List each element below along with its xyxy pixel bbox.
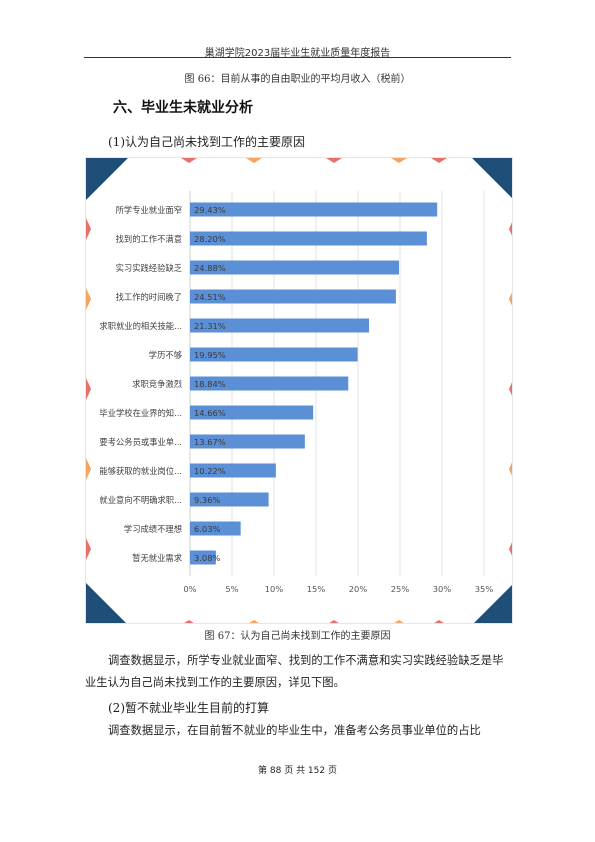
corner-bottom-left [86,583,126,623]
section-heading: 六、毕业生未就业分析 [113,100,253,116]
bar [190,405,314,420]
edge-accent [326,158,342,163]
header-rule [84,57,511,58]
subsection-heading-reasons: (1)认为自己尚未找到工作的主要原因 [108,135,305,149]
edge-accent [86,378,91,400]
bar [190,550,216,565]
bar [190,492,269,507]
bar [190,376,349,391]
category-label: 求职竞争激烈 [132,379,182,389]
bar [190,289,396,304]
category-label: 求职就业的相关技能... [99,321,182,331]
category-label: 找到的工作不满意 [116,234,182,244]
x-tick-label: 20% [349,584,368,594]
data-label: 28.20% [194,234,226,244]
bar [190,434,305,449]
top-figure-caption: 图 66：目前从事的自由职业的平均月收入（税前） [184,74,411,85]
edge-accent [509,222,512,236]
edge-accent [509,462,512,476]
bar-chart: 所学专业就业面窄找到的工作不满意实习实践经验缺乏找工作的时间晚了求职就业的相关技… [86,158,512,623]
data-label: 6.03% [194,524,220,534]
paragraph-1: 调查数据显示，所学专业就业面窄、找到的工作不满意和实习实践经验缺乏是毕业生认为自… [85,654,504,689]
bar [190,318,370,333]
chart-x-ticks: 0% 5% 10% 15% 20% 25% 30% 35% [183,584,493,594]
data-label: 19.95% [194,350,226,360]
edge-accent [509,542,512,556]
edge-accent [329,620,339,623]
data-label: 29.43% [194,205,226,215]
page-footer: 第 88 页 共 152 页 [258,766,337,776]
bar [190,231,427,246]
edge-accent [394,620,404,623]
x-tick-label: 5% [225,584,238,594]
category-label: 学历不够 [149,350,183,360]
bar [190,521,241,536]
chart-category-labels: 所学专业就业面窄找到的工作不满意实习实践经验缺乏找工作的时间晚了求职就业的相关技… [99,205,182,563]
category-label: 学习成绩不理想 [124,524,182,534]
edge-accent [434,620,444,623]
data-label: 21.31% [194,321,226,331]
category-label: 找工作的时间晚了 [116,292,182,302]
category-label: 就业意向不明确求职... [99,495,182,505]
x-tick-label: 25% [391,584,410,594]
corner-bottom-right [474,585,512,623]
figure-caption: 图 67：认为自己尚未找到工作的主要原因 [204,631,391,642]
corner-top-left [86,158,128,200]
category-label: 要考公务员或事业单... [99,437,182,447]
data-label: 18.84% [194,379,226,389]
bar [190,463,276,478]
edge-accent [181,158,197,163]
corner-top-right [472,158,512,198]
edge-accent [431,158,447,163]
edge-accent [249,620,259,623]
chart-data-labels: 29.43% 28.20% 24.88% 24.51% 21.31% 19.95% 18.8… [194,205,226,563]
edge-accent [184,620,194,623]
bar [190,260,399,275]
edge-accent [509,292,512,306]
edge-accent [86,218,91,240]
data-label: 13.67% [194,437,226,447]
x-tick-label: 0% [183,584,196,594]
data-label: 10.22% [194,466,226,476]
x-tick-label: 30% [433,584,452,594]
chart-bars [190,202,438,565]
edge-accent [86,538,91,560]
category-label: 实习实践经验缺乏 [116,263,183,273]
data-label: 3.08% [194,553,220,563]
x-tick-label: 10% [265,584,284,594]
x-tick-label: 15% [307,584,326,594]
category-label: 所学专业就业面窄 [116,205,182,215]
subsection-heading-plans: (2)暂不就业毕业生目前的打算 [108,701,269,715]
bar [190,202,438,217]
frame-decoration [86,158,512,623]
category-label: 能够获取的就业岗位... [99,466,182,476]
category-label: 暂无就业需求 [132,553,182,563]
data-label: 24.88% [194,263,226,273]
data-label: 9.36% [194,495,220,505]
data-label: 24.51% [194,292,226,302]
edge-accent [391,158,407,163]
bar [190,347,358,362]
page-header-title: 巢湖学院2023届毕业生就业质量年度报告 [204,48,391,59]
data-label: 14.66% [194,408,226,418]
edge-accent [86,458,91,480]
edge-accent [509,382,512,396]
x-tick-label: 35% [475,584,494,594]
category-label: 毕业学校在业界的知... [99,408,182,418]
paragraph-2: 调查数据显示，在目前暂不就业的毕业生中，准备考公务员事业单位的占比 [108,724,481,737]
edge-accent [246,158,262,163]
edge-accent [86,288,91,310]
chart-frame: 所学专业就业面窄 找到的工作不满意 实习实践经验缺乏 找工作的时间晚了求职就业的相关技… [85,157,513,624]
